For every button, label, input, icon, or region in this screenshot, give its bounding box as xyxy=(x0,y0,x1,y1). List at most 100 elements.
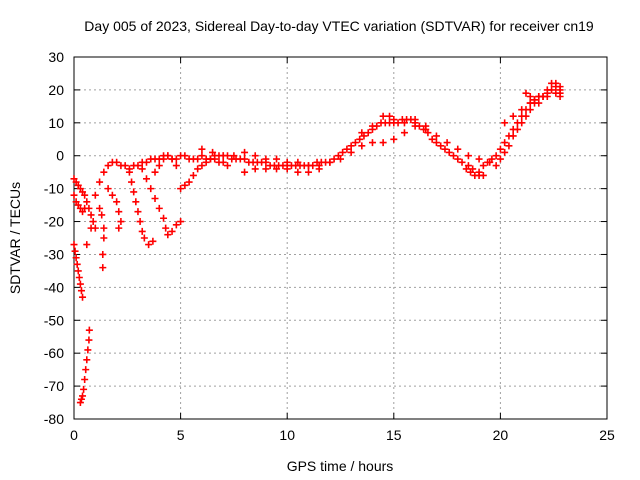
data-point xyxy=(189,171,197,179)
data-point xyxy=(305,168,313,176)
data-point xyxy=(522,112,530,120)
data-point xyxy=(432,132,440,140)
data-point xyxy=(441,145,449,153)
series-arc-o xyxy=(358,112,430,137)
series-arc-c xyxy=(76,326,93,407)
x-tick-label: 5 xyxy=(177,427,185,443)
data-point xyxy=(198,145,206,153)
data-point xyxy=(464,162,472,170)
data-point xyxy=(241,168,249,176)
data-point xyxy=(91,191,99,199)
data-points xyxy=(70,79,564,407)
data-point xyxy=(230,152,238,160)
data-point xyxy=(211,155,219,163)
y-tick-label: 30 xyxy=(48,49,64,65)
data-point xyxy=(113,198,121,206)
data-point xyxy=(181,152,189,160)
data-point xyxy=(77,395,85,403)
data-point xyxy=(99,264,107,272)
data-point xyxy=(128,178,136,186)
data-point xyxy=(251,152,259,160)
data-point xyxy=(168,227,176,235)
data-point xyxy=(155,162,163,170)
data-point xyxy=(83,198,91,206)
data-point xyxy=(74,267,82,275)
data-point xyxy=(411,122,419,130)
data-point xyxy=(87,211,95,219)
data-point xyxy=(81,191,89,199)
y-tick-label: -80 xyxy=(44,411,64,427)
data-point xyxy=(326,158,334,166)
data-point xyxy=(347,142,355,150)
data-point xyxy=(132,198,140,206)
data-point xyxy=(194,165,202,173)
data-point xyxy=(96,204,104,212)
data-point xyxy=(76,280,84,288)
data-point xyxy=(168,155,176,163)
data-point xyxy=(400,119,408,127)
grid xyxy=(74,57,607,419)
data-point xyxy=(81,204,89,212)
x-tick-label: 15 xyxy=(386,427,402,443)
data-point xyxy=(104,185,112,193)
x-tick-label: 0 xyxy=(70,427,78,443)
plot-frame xyxy=(73,56,608,420)
data-point xyxy=(202,158,210,166)
y-tick-label: 20 xyxy=(48,82,64,98)
data-point xyxy=(390,116,398,124)
data-point xyxy=(87,224,95,232)
data-point xyxy=(130,188,138,196)
y-tick-label: -40 xyxy=(44,279,64,295)
data-point xyxy=(198,152,206,160)
data-point xyxy=(437,142,445,150)
series-arc-h xyxy=(104,185,125,232)
data-point xyxy=(100,224,108,232)
x-axis-label: GPS time / hours xyxy=(287,458,394,474)
data-point xyxy=(449,152,457,160)
data-point xyxy=(315,165,323,173)
data-point xyxy=(496,145,504,153)
data-point xyxy=(358,142,366,150)
data-point xyxy=(85,326,93,334)
data-point xyxy=(209,148,217,156)
data-point xyxy=(305,162,313,170)
data-point xyxy=(98,211,106,219)
data-point xyxy=(172,221,180,229)
data-point xyxy=(84,346,92,354)
data-point xyxy=(219,158,227,166)
series-arc-q xyxy=(492,99,539,170)
data-point xyxy=(400,129,408,137)
series-arc-j xyxy=(138,165,185,239)
data-point xyxy=(479,171,487,179)
data-point xyxy=(138,227,146,235)
data-point xyxy=(390,135,398,143)
data-point xyxy=(177,218,185,226)
series-arc-s xyxy=(501,89,564,127)
data-point xyxy=(522,89,530,97)
data-point xyxy=(151,195,159,203)
data-point xyxy=(294,168,302,176)
data-point xyxy=(330,155,338,163)
series-arc-l xyxy=(177,155,232,193)
data-point xyxy=(70,191,78,199)
data-point xyxy=(458,158,466,166)
data-point xyxy=(83,241,91,249)
data-point xyxy=(479,162,487,170)
data-point xyxy=(513,125,521,133)
data-point xyxy=(535,99,543,107)
data-point xyxy=(543,86,551,94)
data-point xyxy=(198,162,206,170)
series-arc-f xyxy=(96,204,108,272)
data-point xyxy=(443,139,451,147)
data-point xyxy=(469,165,477,173)
data-point xyxy=(79,392,87,400)
data-point xyxy=(134,162,142,170)
data-point xyxy=(73,260,81,268)
data-point xyxy=(108,191,116,199)
y-tick-label: -70 xyxy=(44,378,64,394)
data-point xyxy=(241,155,249,163)
data-point xyxy=(251,165,259,173)
data-point xyxy=(501,119,509,127)
data-point xyxy=(181,181,189,189)
x-tick-label: 10 xyxy=(279,427,295,443)
